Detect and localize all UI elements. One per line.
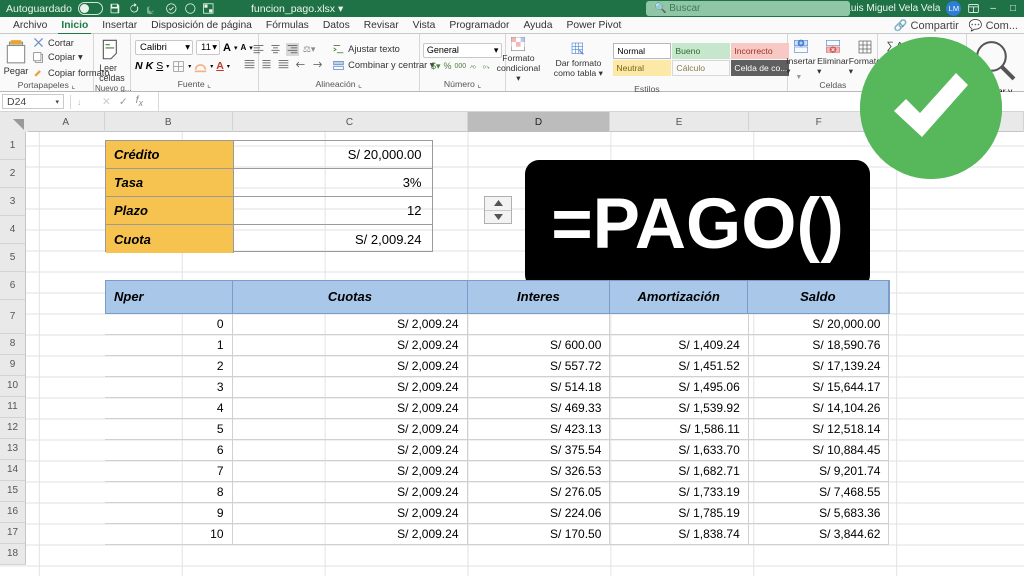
svg-text:↗0: ↗0 [469, 64, 476, 70]
svg-text:0↘: 0↘ [483, 64, 490, 70]
